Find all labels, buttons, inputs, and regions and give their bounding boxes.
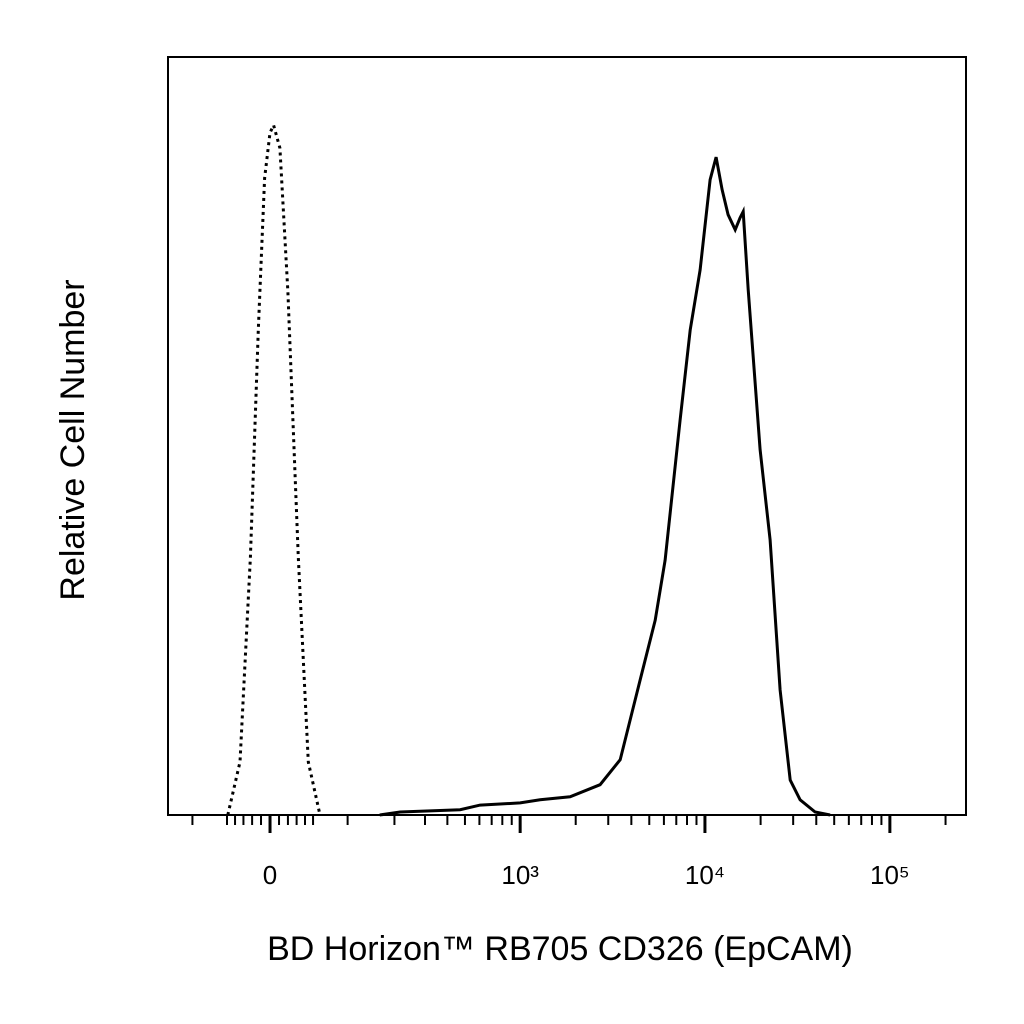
- histogram-line: [379, 156, 831, 817]
- plot-frame: [167, 56, 967, 816]
- histogram-line: [226, 120, 322, 816]
- y-axis-label: Relative Cell Number: [54, 279, 92, 600]
- x-tick-label: 10⁴: [685, 860, 725, 890]
- x-axis-label: BD Horizon™ RB705 CD326 (EpCAM): [267, 930, 853, 968]
- x-tick-label: 10⁵: [870, 860, 910, 890]
- x-tick-label: 0: [263, 860, 277, 890]
- x-tick-label: 10³: [501, 860, 539, 890]
